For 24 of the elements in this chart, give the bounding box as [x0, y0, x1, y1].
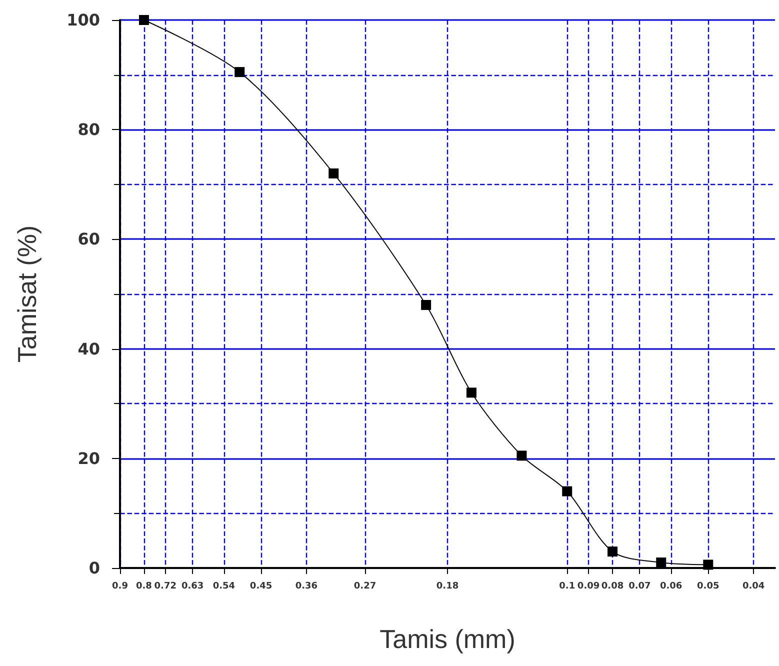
x-tick-label: 0.72	[154, 582, 177, 592]
x-tick-label: 0.04	[742, 582, 765, 592]
x-tick-label: 0.07	[628, 582, 651, 592]
y-tick-label: 60	[78, 230, 100, 249]
y-tick-label: 100	[66, 10, 100, 30]
x-tick-label: 0.45	[250, 582, 272, 592]
y-tick-label: 40	[78, 339, 100, 358]
x-tick-label: 0.54	[212, 582, 236, 592]
y-tick-label: 80	[78, 120, 100, 140]
x-tick-label: 0.18	[436, 582, 459, 592]
x-axis-title: Tamis (mm)	[380, 624, 516, 654]
x-tick-label: 0.06	[660, 582, 682, 592]
x-tick-label: 0.05	[697, 582, 720, 592]
x-tick-label: 0.08	[601, 582, 624, 592]
x-tick-label: 0.36	[295, 582, 318, 592]
x-tick-label: 0.9	[112, 582, 128, 592]
x-tick-label: 0.1	[559, 582, 576, 592]
y-tick-label: 0	[88, 558, 100, 578]
x-tick-label: 0.09	[577, 582, 600, 592]
x-tick-label: 0.27	[354, 582, 376, 592]
x-tick-label: 0.8	[136, 582, 152, 592]
x-tick-label: 0.63	[181, 582, 204, 592]
y-axis-title: Tamisat (%)	[12, 225, 42, 363]
y-tick-label: 20	[78, 448, 100, 468]
